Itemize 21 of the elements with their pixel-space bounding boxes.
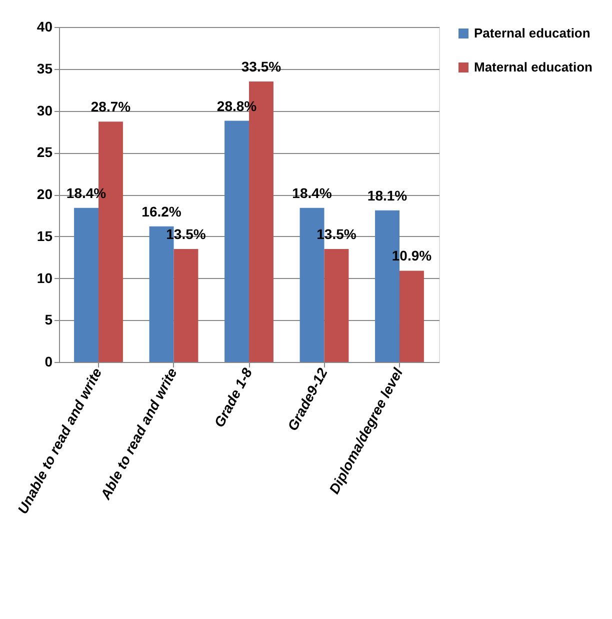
y-tick-label: 35 xyxy=(36,60,53,76)
bar xyxy=(399,270,424,362)
bar xyxy=(174,248,198,362)
y-tick-label: 10 xyxy=(36,270,53,286)
y-tick-label: 5 xyxy=(44,312,53,328)
data-label: 18.1% xyxy=(367,187,408,204)
data-label: 28.7% xyxy=(90,98,132,115)
bar xyxy=(74,208,99,362)
y-tick-label: 25 xyxy=(36,144,53,160)
y-tick-label: 40 xyxy=(36,18,53,34)
bar xyxy=(224,120,249,362)
legend-label: Paternal education xyxy=(474,26,590,40)
data-label: 18.4% xyxy=(292,184,332,201)
y-tick-label: 0 xyxy=(44,354,53,370)
y-tick-label: 15 xyxy=(36,228,53,244)
data-label: 16.2% xyxy=(142,203,182,220)
y-tick-label: 30 xyxy=(36,102,53,118)
y-tick-label: 20 xyxy=(36,186,53,202)
legend-label: Maternal education xyxy=(474,60,593,74)
bar xyxy=(324,248,349,362)
data-label: 33.5% xyxy=(241,58,282,74)
